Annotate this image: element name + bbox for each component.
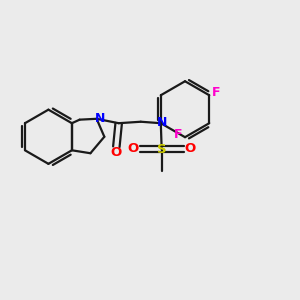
Text: N: N (157, 116, 167, 129)
Text: F: F (212, 86, 220, 99)
Text: F: F (174, 128, 183, 141)
Text: S: S (157, 142, 166, 156)
Text: O: O (128, 142, 139, 155)
Text: O: O (184, 142, 196, 155)
Text: O: O (110, 146, 122, 159)
Text: N: N (95, 112, 105, 125)
